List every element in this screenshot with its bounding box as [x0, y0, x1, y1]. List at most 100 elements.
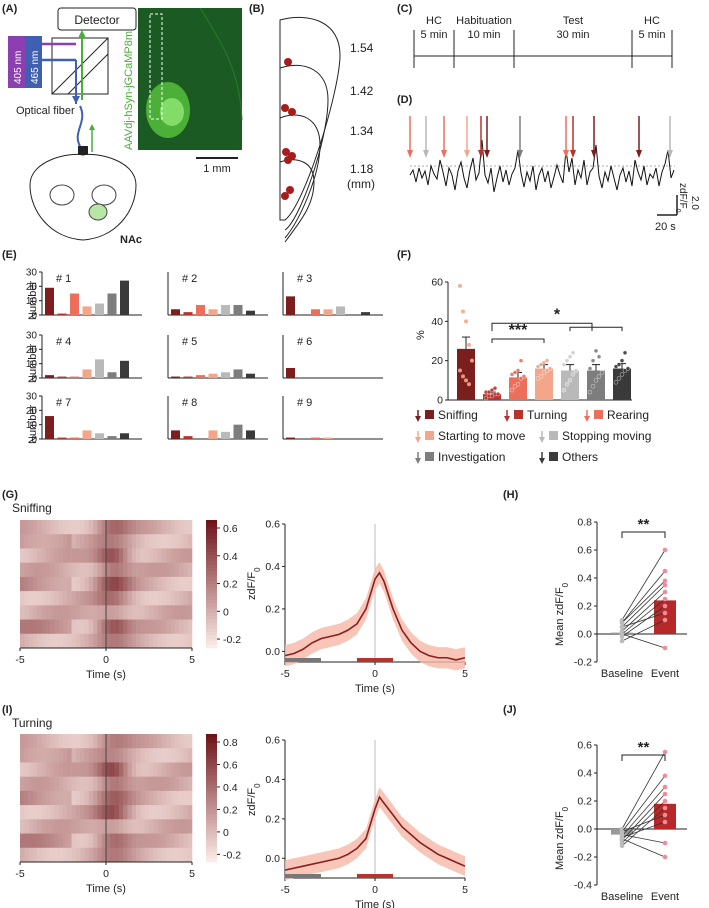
heatmap-cell	[24, 534, 29, 549]
e-y-tick-label: 0	[31, 374, 37, 385]
f-point	[470, 358, 474, 363]
heatmap-cell	[75, 548, 81, 563]
heatmap-cell	[187, 847, 193, 863]
f-point	[483, 395, 489, 401]
heatmap-cell	[32, 805, 38, 820]
heatmap-cell	[174, 619, 180, 635]
heatmap-cell	[131, 776, 137, 792]
colorbar-segment	[206, 750, 217, 754]
e-y-tick-label: 0	[31, 311, 37, 322]
panel-a: Detector 405 nm 465 nm Optical fiber NAc…	[8, 7, 243, 246]
event-window-bar	[357, 658, 393, 662]
colorbar-segment	[206, 606, 217, 610]
heatmap-cell	[110, 734, 115, 749]
heatmap-cell	[136, 790, 141, 806]
heatmap-cell	[149, 591, 154, 606]
heatmap-cell	[24, 520, 29, 535]
arrow-down	[72, 96, 80, 104]
heatmap-cell	[67, 847, 72, 863]
trace-y-tick-label: 0.6	[265, 519, 280, 531]
e-y-tick-label: 20	[26, 345, 38, 356]
heatmap-cell	[187, 734, 193, 749]
heatmap-cell	[136, 576, 141, 592]
heatmap-cell	[84, 833, 90, 849]
heatmap-cell	[84, 790, 90, 806]
heatmap-cell	[153, 847, 158, 863]
trace-y-label: zdF/F0	[246, 783, 262, 816]
heatmap-cell	[41, 776, 47, 792]
heatmap-cell	[183, 776, 188, 792]
heatmap-cell	[127, 776, 133, 792]
heatmap-cell	[97, 633, 102, 649]
heatmap-cell	[75, 847, 81, 863]
phase-duration-4: 5 min	[639, 29, 666, 41]
heatmap-cell	[179, 633, 184, 649]
heatmap-cell	[157, 748, 163, 763]
paired-point-event	[662, 749, 668, 755]
heatmap-cell	[24, 605, 29, 620]
heatmap-cell	[140, 776, 145, 792]
heatmap-cell	[80, 605, 85, 620]
paired-line	[621, 775, 666, 833]
f-point	[622, 350, 628, 355]
colorbar-segment	[206, 737, 217, 741]
heatmap-cell	[140, 819, 145, 834]
f-point	[544, 358, 550, 363]
event-arrow-head	[478, 150, 484, 158]
heatmap-cell	[127, 819, 133, 834]
heatmap-cell	[71, 819, 77, 834]
level-3: 1.34	[350, 124, 374, 138]
heatmap-cell	[93, 591, 98, 606]
panel-label-b: (B)	[249, 3, 265, 15]
heatmap-cell	[187, 619, 193, 635]
detector-label: Detector	[74, 13, 119, 27]
heatmap-cell	[183, 619, 188, 635]
heatmap-cell	[97, 790, 102, 806]
heatmap-cell	[157, 605, 163, 620]
heatmap-cell	[153, 576, 158, 592]
heatmap-cell	[114, 605, 120, 620]
trace-x-label: Time (s)	[355, 899, 395, 908]
heatmap-cell	[54, 633, 59, 649]
heatmap-cell	[97, 548, 102, 563]
heatmap-cell	[32, 790, 38, 806]
f-sig-bracket	[491, 338, 545, 343]
baseline-window-bar	[285, 874, 321, 878]
behavior-legend: Sniffing Turning Rearing Starting to move St…	[415, 408, 651, 464]
heatmap-cell	[153, 776, 158, 792]
heatmap-cell	[166, 819, 171, 834]
heatmap-cell	[80, 534, 85, 549]
f-point	[512, 384, 518, 389]
trace-x-tick-label: -5	[280, 668, 289, 680]
paired-point-baseline	[619, 832, 625, 837]
heatmap-cell	[37, 591, 42, 606]
heatmap-cell	[114, 776, 120, 792]
heatmap-cell	[58, 591, 64, 606]
heatmap-cell	[123, 633, 128, 649]
colorbar-segment	[206, 801, 217, 805]
e-ylabel-row1: Number	[27, 281, 39, 320]
f-bar-sniffing	[457, 348, 475, 400]
heatmap-cell	[80, 748, 85, 763]
heatmap-cell	[32, 776, 38, 792]
fiber-cable	[76, 105, 84, 147]
heatmap-cell	[45, 734, 51, 749]
heatmap-cell	[110, 576, 115, 592]
e-mouse-label: # 6	[297, 336, 312, 348]
f-point	[461, 309, 465, 314]
level-2: 1.42	[350, 84, 374, 98]
heatmap-cell	[32, 548, 38, 563]
heatmap-cell	[45, 776, 51, 792]
e-y-tick-label: 10	[26, 296, 38, 307]
heatmap-cell	[50, 633, 55, 649]
heatmap-cell	[166, 591, 171, 606]
colorbar-segment	[206, 536, 217, 540]
heatmap-cell	[63, 790, 68, 806]
heatmap-cell	[174, 776, 180, 792]
legend-label-rearing: Rearing	[607, 408, 649, 422]
heatmap-cell	[179, 520, 184, 535]
heatmap-cell	[71, 748, 77, 763]
paired-point-event	[662, 596, 668, 602]
heatmap-cell	[58, 762, 64, 777]
